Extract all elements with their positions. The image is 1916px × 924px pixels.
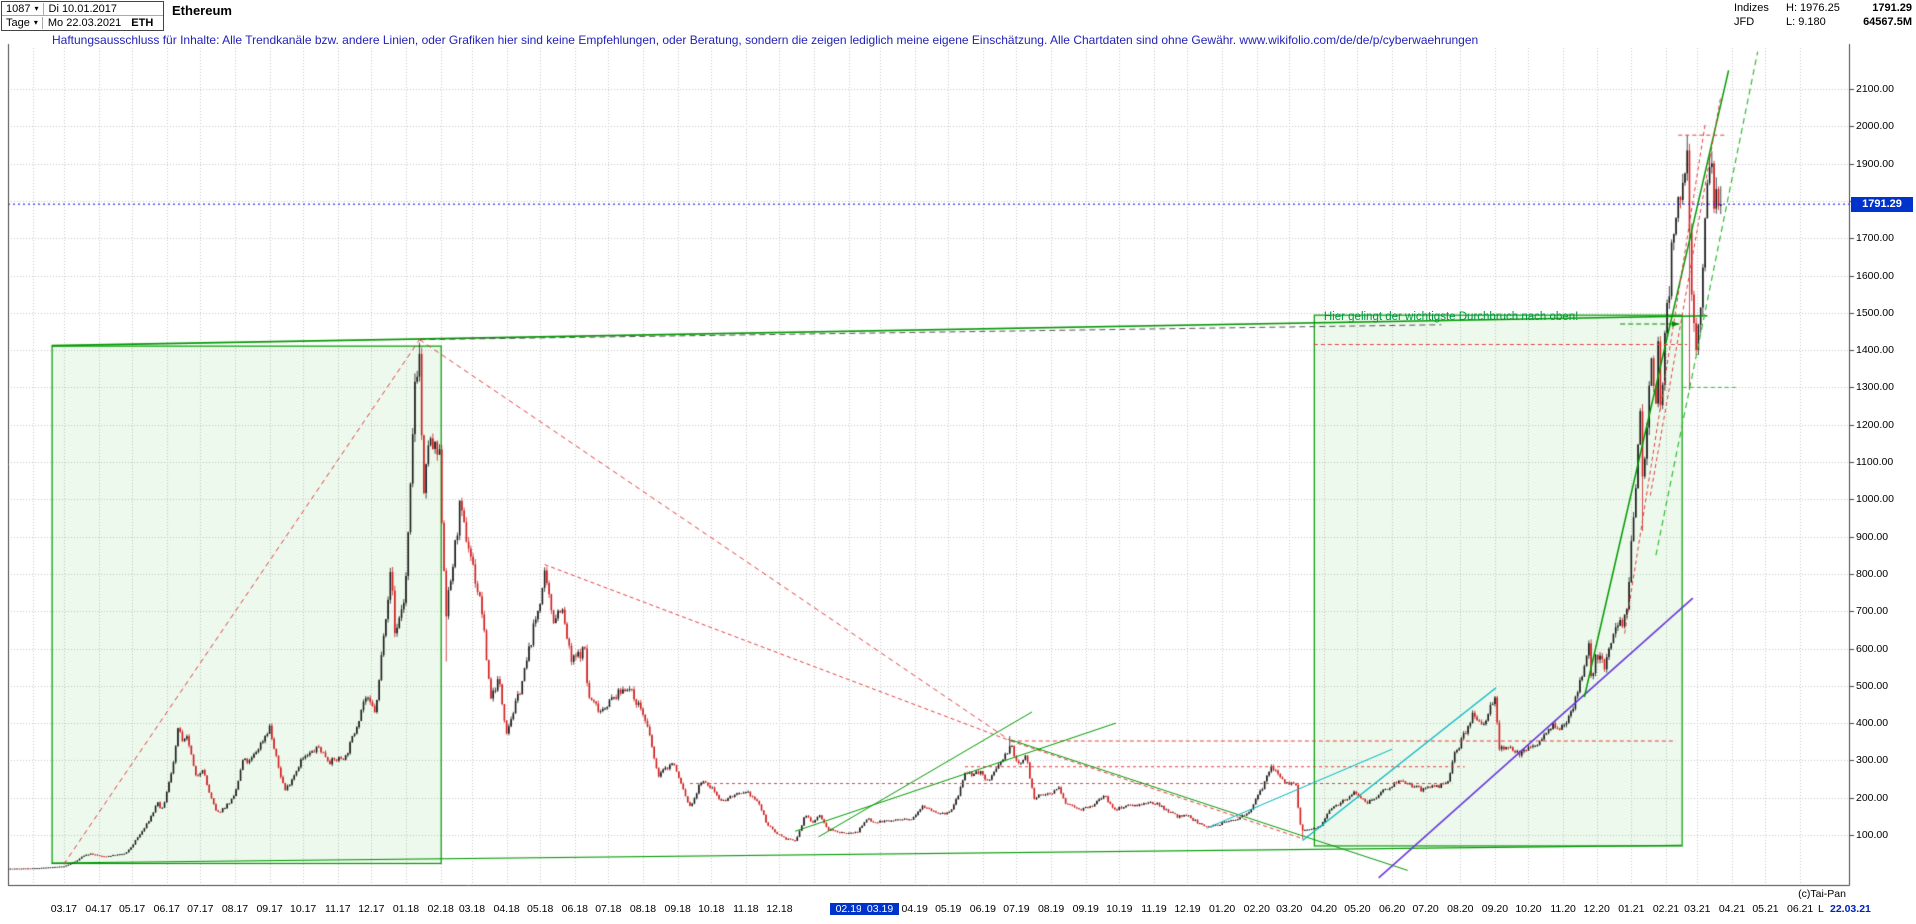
date-axis-label: 03.21 <box>1684 903 1711 915</box>
date-axis-label: 09.20 <box>1481 903 1509 915</box>
date-axis-label: 08.18 <box>629 903 657 915</box>
last-date-label: 22.03.21 <box>1830 903 1871 915</box>
date-axis-label: 12.20 <box>1583 903 1610 915</box>
price-axis-label: 100.00 <box>1856 829 1889 841</box>
date-axis-label: 03.20 <box>1276 903 1303 915</box>
date-axis-label: 09.17 <box>256 903 283 915</box>
date-axis-label: 11.20 <box>1550 903 1576 915</box>
disclaimer-text: Haftungsausschluss für Inhalte: Alle Tre… <box>52 33 1479 47</box>
date-axis-label: 12.18 <box>766 903 793 915</box>
symbol-code: ETH <box>131 17 154 29</box>
date-axis-label: 12.19 <box>1174 903 1201 915</box>
volume-value: 64567.5M <box>1863 16 1912 28</box>
date-axis-label: 06.20 <box>1378 903 1406 915</box>
date-axis-label: 09.18 <box>664 903 691 915</box>
price-axis-label: 400.00 <box>1856 717 1889 730</box>
date-axis-label: 01.20 <box>1209 903 1236 915</box>
date-axis-label: 06.17 <box>153 903 180 915</box>
date-axis-label: 10.19 <box>1106 903 1133 915</box>
price-axis-label: 300.00 <box>1856 754 1889 767</box>
date-axis-label: 07.20 <box>1412 903 1439 915</box>
date-axis-label: 06.18 <box>561 903 588 915</box>
date-axis-label: 04.21 <box>1718 903 1746 915</box>
date-axis-label: 12.17 <box>358 903 385 915</box>
date-axis-label: 10.20 <box>1515 903 1542 915</box>
breakout-annotation: Hier gelingt der wichtigste Durchbruch n… <box>1323 310 1579 323</box>
quote-info-panel: Indizes H: 1976.25 1791.29 JFD L: 9.180 … <box>1734 1 1912 29</box>
bars-count-dropdown-icon[interactable]: ▾ <box>34 3 39 13</box>
date-axis-label: 07.18 <box>595 903 622 915</box>
date-axis-label: 11.19 <box>1141 903 1167 915</box>
date-axis-label: 11.18 <box>733 903 759 915</box>
date-axis-label: 05.18 <box>527 903 554 915</box>
timeframe-field[interactable]: Tage <box>6 17 30 29</box>
range-start-date: Di 10.01.2017 <box>42 2 117 15</box>
date-axis-label: 03.18 <box>458 903 486 915</box>
price-axis-label: 1200.00 <box>1856 418 1894 431</box>
date-axis-label: 04.19 <box>901 903 928 915</box>
date-axis-label: 10.17 <box>290 903 317 915</box>
date-axis-label: 05.20 <box>1344 903 1371 915</box>
date-axis-label: 05.17 <box>118 903 146 915</box>
date-axis-label: 02.21 <box>1652 903 1680 915</box>
date-axis-label: 09.19 <box>1072 903 1099 915</box>
price-axis-label: 1400.00 <box>1856 344 1894 357</box>
date-axis-label: 02.18 <box>427 903 454 915</box>
date-axis-label: 08.17 <box>221 903 249 915</box>
date-axis-label: 07.17 <box>187 903 214 915</box>
toolbar: 1087 ▾ Di 10.01.2017 Tage ▾ Mo 22.03.202… <box>0 0 1916 31</box>
date-axis-label: 04.20 <box>1310 903 1338 915</box>
bars-count-field[interactable]: 1087 <box>6 2 31 15</box>
date-axis-label: 05.19 <box>935 903 962 915</box>
price-axis-label: 800.00 <box>1856 567 1889 580</box>
price-axis-label: 900.00 <box>1856 530 1889 543</box>
date-axis-label: 10.18 <box>698 903 725 915</box>
date-axis-label-highlighted: 02.19 <box>829 903 868 915</box>
price-axis-label: 1100.00 <box>1856 456 1894 468</box>
date-axis-label: 05.21 <box>1752 903 1779 915</box>
date-axis-label: 11.17 <box>325 903 351 915</box>
date-axis-label: 04.17 <box>85 903 112 915</box>
price-axis-label: 1900.00 <box>1856 157 1894 170</box>
price-axis-label: 1000.00 <box>1856 493 1894 506</box>
date-axis-label-highlighted: 03.19 <box>861 903 900 915</box>
period-high-value: H: 1976.25 <box>1786 2 1840 14</box>
range-end-date: Mo 22.03.2021 <box>41 17 121 29</box>
price-axis-label: 1300.00 <box>1856 381 1894 394</box>
date-axis-label: 06.21 <box>1787 903 1814 915</box>
date-axis-label: 07.19 <box>1003 903 1030 915</box>
price-axis-label: 1500.00 <box>1856 306 1894 319</box>
period-low-value: L: 9.180 <box>1786 16 1826 28</box>
last-price-value: 1791.29 <box>1872 2 1912 14</box>
date-axis-label: 04.18 <box>493 903 520 915</box>
feed-menu[interactable]: JFD <box>1734 16 1755 28</box>
price-axis-label: 2000.00 <box>1856 120 1894 133</box>
price-axis-label: 200.00 <box>1856 791 1889 804</box>
date-axis-label: 06.19 <box>969 903 997 915</box>
date-axis-label: 08.20 <box>1447 903 1474 915</box>
copyright-label: (c)Tai-Pan <box>1798 888 1846 900</box>
chart-settings-box: 1087 ▾ Di 10.01.2017 Tage ▾ Mo 22.03.202… <box>1 1 164 31</box>
date-axis-label: 02.20 <box>1243 903 1270 915</box>
date-axis-label: 01.18 <box>392 903 420 915</box>
date-axis-label: 03.17 <box>50 903 78 915</box>
price-axis-label: 500.00 <box>1856 679 1889 692</box>
indices-menu[interactable]: Indizes <box>1734 2 1769 14</box>
price-axis-label: 2100.00 <box>1856 83 1894 95</box>
price-axis-label: 1700.00 <box>1856 232 1894 245</box>
price-axis-label: 1600.00 <box>1856 269 1894 282</box>
date-axis-label: 08.19 <box>1037 903 1065 915</box>
last-marker-label: L <box>1818 903 1824 915</box>
timeframe-dropdown-icon[interactable]: ▾ <box>33 18 38 27</box>
instrument-title: Ethereum <box>172 3 232 18</box>
price-axis-label: 600.00 <box>1856 642 1889 655</box>
price-axis-label: 700.00 <box>1856 605 1889 618</box>
last-price-badge: 1791.29 <box>1851 197 1913 213</box>
date-axis-label: 01.21 <box>1618 903 1645 915</box>
